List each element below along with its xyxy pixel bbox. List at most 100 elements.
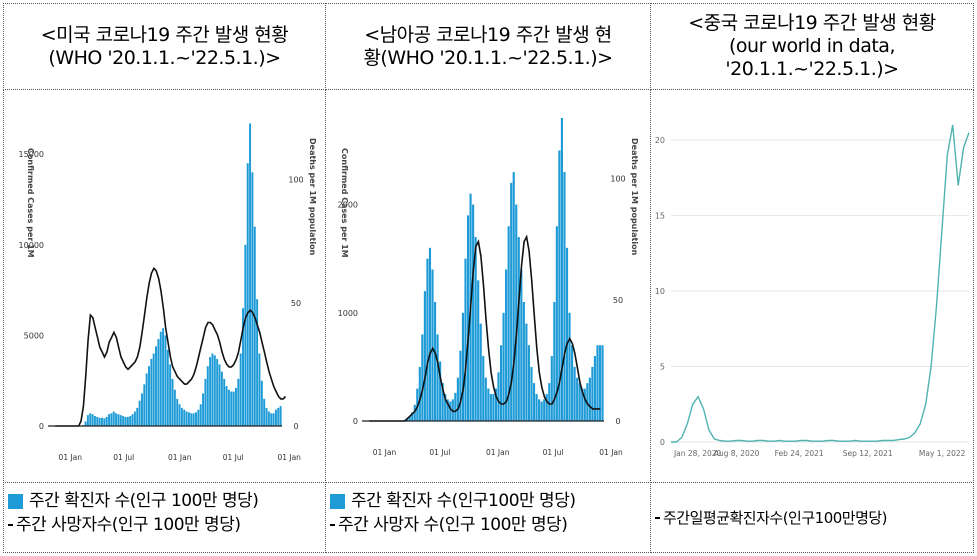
bar	[548, 383, 551, 422]
bar	[560, 118, 563, 421]
bar	[598, 345, 602, 421]
bar	[591, 366, 594, 421]
bar	[152, 353, 155, 426]
bar	[423, 291, 426, 421]
header-china: <중국 코로나19 주간 발생 현황 (our world in data, '…	[650, 3, 974, 90]
bar	[260, 380, 263, 426]
rsa-chart: 0 1000 2000 0 50 100 01 Jan 01 Jul 01 Jan 01 Jul 0…	[338, 118, 639, 457]
bar	[517, 237, 520, 421]
legend-rsa: 주간 확진자 수(인구100만 명당) 주간 사망자 수(인구 100만 명당)	[325, 482, 651, 553]
bar	[588, 377, 591, 421]
legend-rsa-bar-label: 주간 확진자 수(인구100만 명당)	[351, 491, 576, 511]
y-tick-label: 10	[655, 287, 665, 296]
deaths-line	[369, 234, 601, 422]
bar	[195, 412, 197, 426]
bar	[218, 364, 221, 426]
header-rsa-line1: <남아공 코로나19 주간 발생 현	[364, 23, 612, 46]
bar	[234, 387, 237, 426]
bar	[209, 357, 212, 426]
bar	[122, 416, 125, 426]
bar	[265, 407, 268, 426]
bar	[505, 269, 508, 421]
x-tick-label: 01 Jan	[277, 453, 301, 462]
bar	[446, 399, 449, 421]
header-rsa-line2: 황(WHO '20.1.1.~'22.5.1.)>	[363, 46, 613, 69]
bar	[169, 364, 172, 426]
bar	[492, 393, 495, 421]
bar	[124, 416, 127, 426]
bar	[117, 414, 120, 426]
bar	[101, 417, 103, 426]
usa-chart: 0 5000 10000 15000 0 50 100 01 Jan 01 Jul 01 Jan 0…	[19, 123, 317, 462]
bar	[232, 391, 235, 426]
legend-usa: 주간 확진자 수(인구 100만 명당) 주간 사망자수(인구 100만 명당)	[3, 482, 326, 553]
bar	[190, 413, 193, 426]
bar	[525, 323, 528, 421]
x-tick-label: Aug 8, 2020	[714, 449, 760, 458]
bar	[596, 345, 599, 421]
x-tick-label: 01 Jul	[543, 448, 564, 457]
bar	[497, 372, 500, 421]
bar	[507, 226, 510, 421]
bar	[157, 339, 160, 426]
bar	[199, 404, 202, 426]
legend-rsa-line: 주간 사망자 수(인구 100만 명당)	[330, 513, 646, 537]
bar	[159, 331, 162, 426]
y2-tick-label: 0	[615, 417, 620, 426]
legend-usa-bar-label: 주간 확진자 수(인구 100만 명당)	[29, 491, 259, 511]
bar	[593, 356, 596, 421]
bar	[499, 345, 503, 421]
bar	[133, 411, 136, 426]
bar	[274, 409, 277, 426]
bar	[538, 399, 541, 421]
legend-china: 주간일평균확진자수(인구100만명당)	[650, 482, 974, 553]
bar	[408, 416, 411, 421]
y-tick-label: 0	[353, 417, 358, 426]
y2-tick-label: 50	[291, 299, 301, 308]
bar	[522, 301, 525, 421]
x-tick-label: 01 Jan	[59, 453, 83, 462]
bar	[258, 353, 261, 426]
y-axis-label: Confirmed Cases per 1M	[26, 148, 35, 258]
bar	[413, 404, 416, 421]
y2-tick-label: 100	[288, 176, 303, 185]
bar	[89, 413, 92, 426]
x-tick-label: May 1, 2022	[919, 449, 966, 458]
bar	[183, 409, 186, 426]
bar	[96, 416, 99, 426]
bar	[494, 388, 498, 421]
bar	[484, 377, 487, 421]
bar	[148, 366, 150, 426]
bar	[103, 418, 106, 426]
line-swatch-icon	[330, 524, 335, 526]
bar	[143, 384, 146, 426]
bar	[487, 388, 490, 421]
bar	[479, 323, 482, 421]
bar	[249, 123, 252, 426]
y-tick-label: 2000	[338, 201, 358, 210]
bar	[527, 345, 531, 421]
header-usa: <미국 코로나19 주간 발생 현황 (WHO '20.1.1.~'22.5.1…	[3, 3, 326, 90]
bar	[176, 398, 179, 426]
bar	[545, 393, 548, 421]
bar	[93, 416, 96, 426]
bar	[225, 386, 228, 426]
header-rsa: <남아공 코로나19 주간 발생 현 황(WHO '20.1.1.~'22.5.…	[325, 3, 651, 90]
bar	[84, 421, 87, 426]
bar	[441, 383, 444, 422]
bar	[185, 411, 188, 426]
bar	[126, 416, 129, 426]
legend-usa-line: 주간 사망자수(인구 100만 명당)	[8, 513, 321, 537]
bar	[251, 172, 254, 426]
header-usa-line1: <미국 코로나19 주간 발생 현황	[40, 23, 289, 46]
bar	[472, 204, 475, 421]
y-tick-label: 0	[660, 438, 665, 447]
bar	[279, 406, 282, 426]
bar	[216, 358, 219, 426]
bar	[571, 345, 574, 421]
bar	[573, 366, 576, 421]
bar	[502, 312, 505, 421]
legend-china-line: 주간일평균확진자수(인구100만명당)	[655, 506, 888, 530]
bar	[563, 172, 566, 421]
x-tick-label: 01 Jan	[373, 448, 397, 457]
